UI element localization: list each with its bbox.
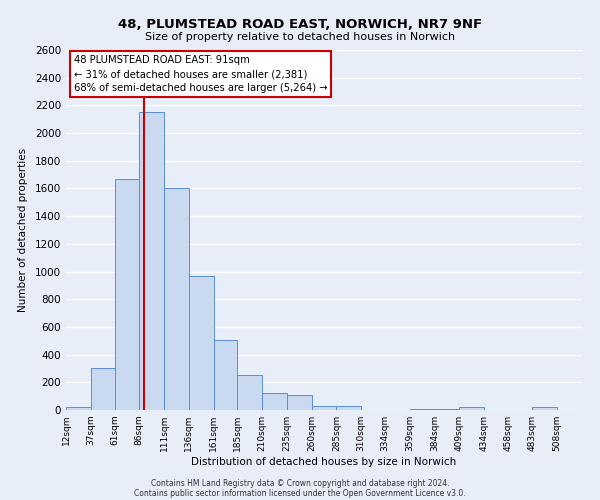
Text: 48, PLUMSTEAD ROAD EAST, NORWICH, NR7 9NF: 48, PLUMSTEAD ROAD EAST, NORWICH, NR7 9N… bbox=[118, 18, 482, 30]
Bar bbox=[532, 407, 557, 410]
Text: Size of property relative to detached houses in Norwich: Size of property relative to detached ho… bbox=[145, 32, 455, 42]
Bar bbox=[164, 188, 189, 410]
Bar bbox=[189, 276, 214, 410]
Bar bbox=[262, 392, 287, 410]
Text: Contains HM Land Registry data © Crown copyright and database right 2024.: Contains HM Land Registry data © Crown c… bbox=[151, 478, 449, 488]
Text: 48 PLUMSTEAD ROAD EAST: 91sqm
← 31% of detached houses are smaller (2,381)
68% o: 48 PLUMSTEAD ROAD EAST: 91sqm ← 31% of d… bbox=[74, 56, 328, 94]
Bar bbox=[459, 407, 484, 410]
Bar bbox=[287, 396, 311, 410]
Text: Contains public sector information licensed under the Open Government Licence v3: Contains public sector information licen… bbox=[134, 488, 466, 498]
Bar bbox=[91, 368, 115, 410]
Bar bbox=[115, 179, 139, 410]
Bar bbox=[66, 407, 91, 410]
Bar bbox=[139, 112, 164, 410]
Bar bbox=[337, 406, 361, 410]
Bar bbox=[214, 340, 238, 410]
Bar bbox=[311, 406, 337, 410]
X-axis label: Distribution of detached houses by size in Norwich: Distribution of detached houses by size … bbox=[191, 457, 457, 467]
Y-axis label: Number of detached properties: Number of detached properties bbox=[18, 148, 28, 312]
Bar bbox=[238, 376, 262, 410]
